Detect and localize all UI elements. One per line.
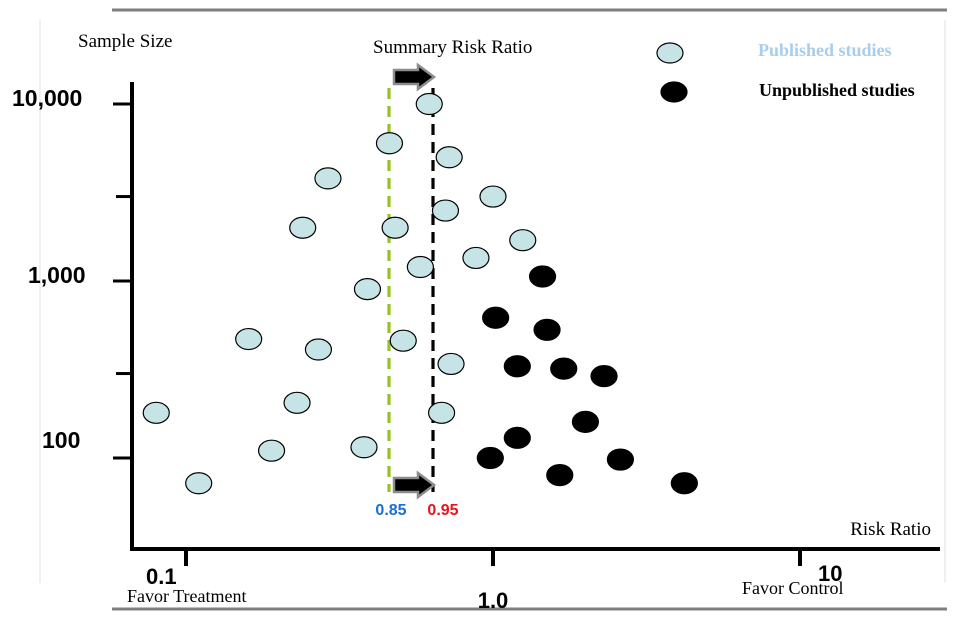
legend-published-marker [656, 42, 684, 64]
published-study-point [304, 338, 333, 361]
published-study-point [235, 327, 263, 351]
published-study-point [375, 132, 404, 155]
summary-risk-ratio-label: Summary Risk Ratio [373, 37, 532, 58]
legend-published-label: Published studies [758, 40, 892, 60]
x-axis-ticks: 0.1 1.0 10 [146, 549, 842, 613]
reference-lines [387, 88, 435, 492]
unpublished-study-point [503, 355, 531, 378]
unpublished-study-point [476, 446, 504, 470]
published-study-point [509, 229, 537, 252]
published-study-point [314, 167, 342, 190]
published-study-point [389, 329, 417, 352]
data-points [142, 92, 698, 495]
unpublished-study-point [606, 448, 634, 471]
published-study-point [185, 472, 213, 495]
unpublished-study-point [571, 410, 600, 433]
arrow-bottom-icon [392, 470, 437, 500]
published-study-point [431, 199, 460, 222]
unpublished-study-point [546, 464, 574, 487]
published-study-point [435, 146, 463, 169]
unpublished-study-point [503, 426, 531, 449]
x-axis-title: Risk Ratio [850, 519, 931, 540]
unpublished-study-point [550, 357, 578, 380]
published-study-point [462, 246, 490, 270]
reference-line-label-pooled: 0.85 [375, 502, 406, 519]
published-study-point [406, 255, 434, 279]
x-tick-label: 1.0 [478, 588, 509, 613]
unpublished-study-point [482, 306, 510, 329]
y-tick-label: 1,000 [28, 262, 86, 288]
published-study-point [257, 439, 286, 462]
favor-control-label: Favor Control [742, 578, 844, 598]
y-tick-label: 100 [42, 427, 80, 453]
published-study-point [381, 216, 409, 239]
favor-treatment-label: Favor Treatment [127, 586, 247, 606]
published-study-point [415, 92, 443, 116]
unpublished-study-point [590, 365, 618, 388]
unpublished-study-point [533, 318, 561, 341]
y-axis-ticks: 100 1,000 10,000 [12, 85, 132, 460]
published-study-point [427, 401, 456, 424]
unpublished-study-point [528, 265, 557, 288]
y-tick-label: 10,000 [12, 85, 82, 111]
unpublished-study-point [670, 472, 698, 495]
published-study-point [283, 391, 311, 414]
published-study-point [142, 401, 170, 424]
published-study-point [289, 216, 317, 239]
x-tick-label: 10 [818, 561, 842, 586]
x-tick-label: 0.1 [146, 564, 177, 589]
published-study-point [437, 352, 465, 376]
published-study-point [353, 277, 382, 301]
arrow-top-icon [392, 62, 437, 92]
reference-line-label-adjusted: 0.95 [427, 502, 458, 519]
legend: Published studies Unpublished studies [656, 40, 915, 103]
legend-unpublished-label: Unpublished studies [759, 80, 915, 100]
published-study-point [479, 185, 507, 208]
legend-unpublished-marker [660, 81, 688, 103]
y-axis-title: Sample Size [78, 31, 172, 52]
published-study-point [350, 436, 378, 459]
